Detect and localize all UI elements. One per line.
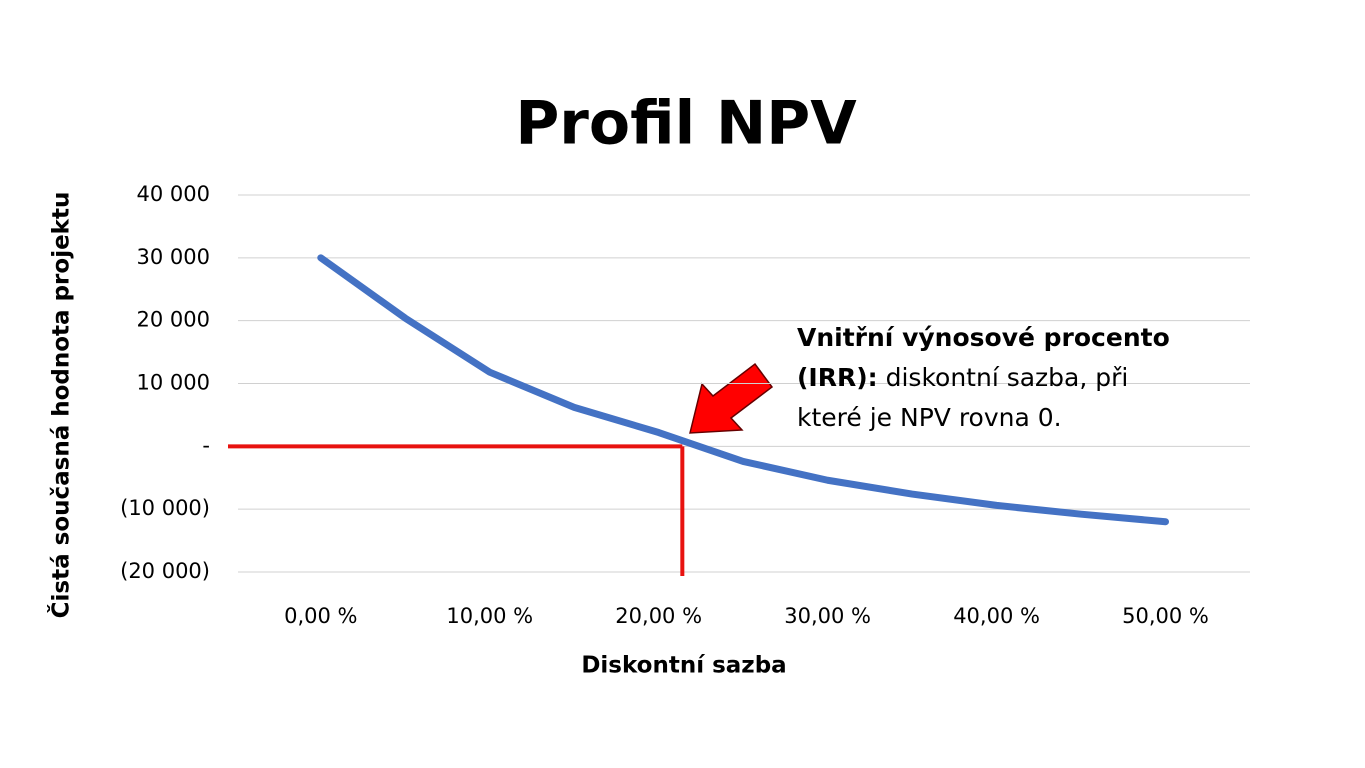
x-tick-label: 20,00 % — [615, 604, 702, 628]
y-axis-label: Čistá současná hodnota projektu — [47, 192, 75, 619]
plot-area: 40 000 30 000 20 000 10 000 - (10 000) (20 000… — [120, 182, 1250, 628]
annotation-bold: Vnitřní výnosové procento (IRR): — [797, 323, 1170, 392]
chart-title: Profil NPV — [515, 89, 857, 159]
x-tick-label: 40,00 % — [953, 604, 1040, 628]
y-tick-label: 30 000 — [137, 245, 210, 269]
y-tick-label: 10 000 — [137, 371, 210, 395]
arrow — [689, 362, 774, 434]
y-tick-label: 20 000 — [137, 308, 210, 332]
y-tick-label: - — [202, 433, 210, 457]
y-tick-label: (20 000) — [120, 559, 210, 583]
annotation-text: diskontní sazba, při které je NPV rovna … — [797, 363, 1129, 432]
x-tick-label: 50,00 % — [1122, 604, 1209, 628]
x-tick-label: 10,00 % — [446, 604, 533, 628]
y-tick-label: 40 000 — [137, 182, 210, 206]
x-tick-label: 0,00 % — [284, 604, 357, 628]
x-axis-label: Diskontní sazba — [581, 653, 786, 679]
x-tick-label: 30,00 % — [784, 604, 871, 628]
npv-line — [317, 254, 1170, 526]
y-tick-label: (10 000) — [120, 496, 210, 520]
annotation: Vnitřní výnosové procento (IRR): diskont… — [797, 318, 1197, 438]
